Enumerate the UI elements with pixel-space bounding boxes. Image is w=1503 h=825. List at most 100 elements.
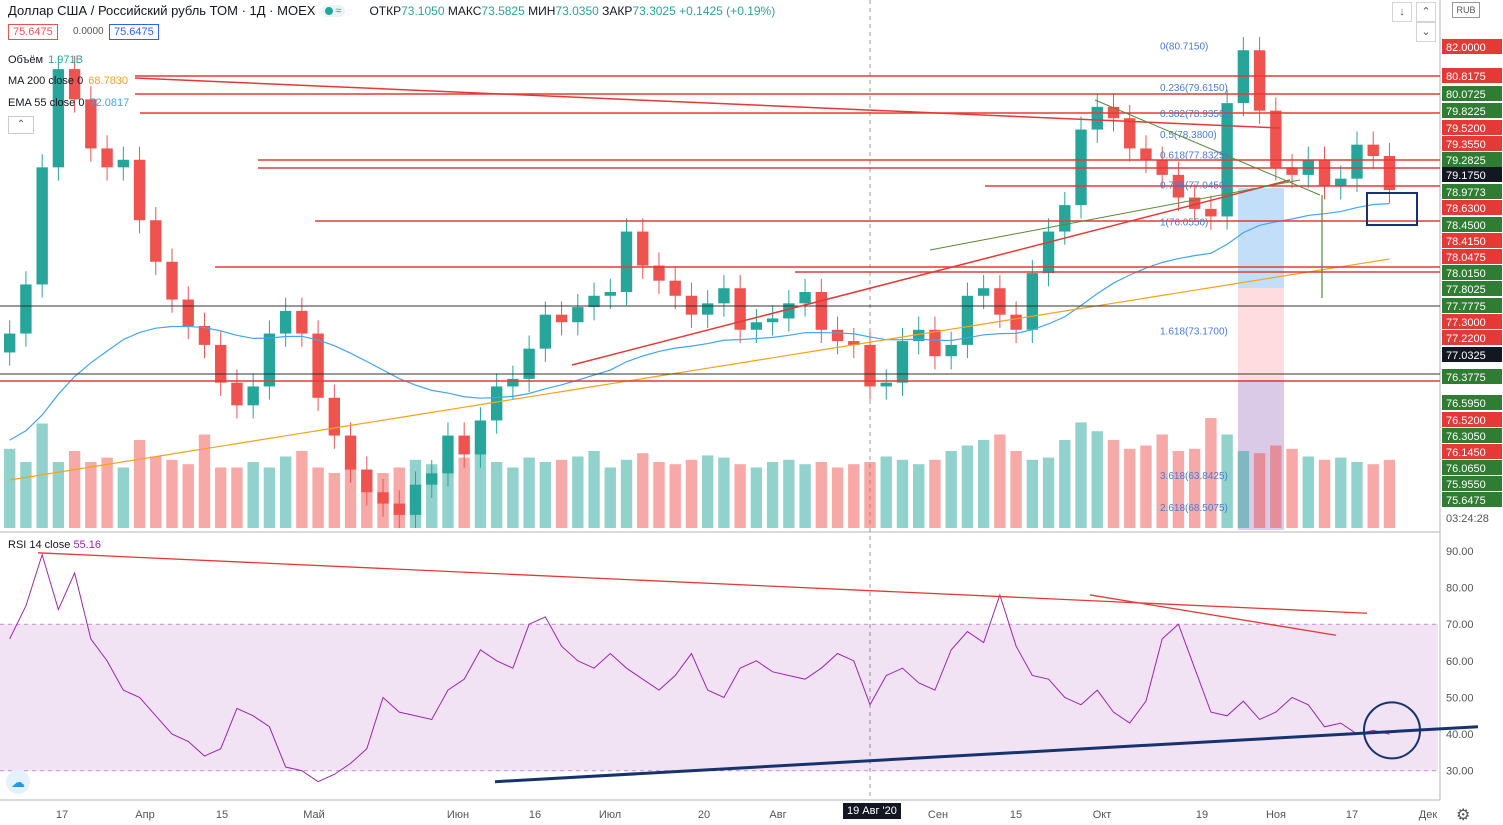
download-icon[interactable]: ↓ bbox=[1392, 2, 1412, 22]
trend-line bbox=[134, 77, 1281, 129]
candle-body bbox=[913, 329, 925, 342]
candle-body bbox=[783, 303, 795, 319]
volume-bar bbox=[198, 434, 211, 528]
time-axis-label: Сен bbox=[928, 809, 948, 821]
candle-body bbox=[20, 284, 32, 334]
volume-bar bbox=[685, 459, 698, 528]
maximize-icon[interactable]: ⌃ bbox=[1416, 2, 1436, 22]
rsi-legend[interactable]: RSI 14 close 55.16 bbox=[8, 539, 101, 551]
candle-body bbox=[831, 329, 844, 342]
price-tag bbox=[1442, 395, 1502, 410]
currency-badge[interactable]: RUB bbox=[1452, 2, 1480, 18]
price-tag bbox=[1442, 249, 1502, 264]
high-value: 73.5825 bbox=[481, 3, 525, 18]
candle-body bbox=[848, 341, 860, 345]
candle-body bbox=[588, 295, 600, 308]
price-tag bbox=[1442, 298, 1502, 313]
price-tag bbox=[1442, 152, 1502, 167]
volume-bar bbox=[312, 467, 324, 528]
candle-body bbox=[1270, 110, 1282, 168]
price-tag-label: 76.3775 bbox=[1446, 372, 1486, 384]
volume-bar bbox=[799, 464, 811, 528]
ema55-legend[interactable]: EMA 55 close 0 72.0817 bbox=[8, 97, 129, 109]
time-axis-label: Дек bbox=[1419, 809, 1438, 821]
price-tag-label: 75.6475 bbox=[1446, 495, 1486, 507]
volume-bar bbox=[523, 457, 535, 528]
price-tag-label: 79.5200 bbox=[1446, 123, 1486, 135]
volume-bar bbox=[507, 467, 519, 528]
price-tag-label: 78.4500 bbox=[1446, 220, 1486, 232]
candle-body bbox=[1318, 159, 1331, 187]
volume-bar bbox=[1383, 459, 1396, 528]
scale-chevron-icon[interactable]: ⌄ bbox=[1416, 22, 1436, 42]
low-value: 73.0350 bbox=[555, 3, 599, 18]
volume-bar bbox=[831, 467, 844, 528]
volume-bar bbox=[572, 456, 584, 528]
candle-body bbox=[523, 348, 535, 379]
volume-bar bbox=[766, 462, 779, 528]
price-tag-label: 76.1450 bbox=[1446, 447, 1486, 459]
time-axis-label: Авг bbox=[769, 809, 786, 821]
price-tag-label: 77.8025 bbox=[1446, 284, 1486, 296]
chart-header: Доллар США / Российский рубль ТОМ · 1Д ·… bbox=[8, 3, 775, 18]
volume-bar bbox=[783, 459, 795, 528]
rsi-band bbox=[0, 624, 1438, 771]
market-open-icon bbox=[325, 6, 334, 15]
highlight-box bbox=[1366, 192, 1418, 226]
volume-bar bbox=[1026, 459, 1039, 528]
candle-body bbox=[328, 397, 341, 436]
candle-body bbox=[1383, 156, 1396, 190]
time-axis-label: 19 bbox=[1196, 809, 1208, 821]
candle-body bbox=[150, 220, 162, 262]
volume-bar bbox=[68, 451, 81, 528]
volume-bar bbox=[848, 464, 860, 528]
sell-price-pill[interactable]: 75.6475 bbox=[8, 24, 58, 40]
candle-body bbox=[977, 288, 990, 296]
volume-bar bbox=[442, 467, 454, 528]
volume-bar bbox=[604, 467, 616, 528]
symbol-title[interactable]: Доллар США / Российский рубль ТОМ · 1Д ·… bbox=[8, 3, 316, 18]
candle-body bbox=[263, 333, 276, 387]
time-axis-label: 15 bbox=[216, 809, 228, 821]
rsi-resistance-line bbox=[37, 552, 1368, 614]
price-tag-label: 80.8175 bbox=[1446, 71, 1486, 83]
price-scale-label: 03:24:28 bbox=[1446, 513, 1489, 525]
fib-line bbox=[929, 179, 1301, 251]
fib-label: 0.618(77.8325) bbox=[1160, 151, 1228, 162]
volume-bar bbox=[231, 467, 243, 528]
price-tag-label: 80.0725 bbox=[1446, 89, 1486, 101]
tradingview-logo-icon[interactable]: ☁ bbox=[6, 770, 30, 794]
volume-bar bbox=[474, 453, 487, 528]
candle-body bbox=[344, 435, 357, 470]
candle-body bbox=[815, 292, 827, 330]
price-tag-label: 78.0150 bbox=[1446, 268, 1486, 280]
volume-bar bbox=[1172, 451, 1185, 528]
open-value: 73.1050 bbox=[401, 3, 445, 18]
ema55-label: EMA 55 close 0 bbox=[8, 97, 85, 109]
gear-icon[interactable]: ⚙ bbox=[1456, 807, 1471, 824]
buy-price-pill[interactable]: 75.6475 bbox=[109, 24, 159, 40]
volume-bar bbox=[133, 440, 146, 528]
candle-body bbox=[864, 344, 876, 387]
candle-body bbox=[166, 261, 178, 300]
volume-legend[interactable]: Объём 1.971B bbox=[8, 54, 83, 66]
market-status-badge[interactable]: ≈ bbox=[321, 4, 346, 17]
volume-bar bbox=[117, 467, 129, 528]
price-tag bbox=[1442, 200, 1502, 215]
candle-body bbox=[198, 326, 211, 345]
open-label: ОТКР bbox=[369, 3, 402, 18]
ma200-legend[interactable]: MA 200 close 0 68.7830 bbox=[8, 75, 128, 87]
volume-bar bbox=[750, 467, 763, 528]
price-tag-label: 77.2200 bbox=[1446, 333, 1486, 345]
price-tag-label: 77.3000 bbox=[1446, 317, 1486, 329]
candle-body bbox=[409, 484, 422, 515]
ma200-label: MA 200 close 0 bbox=[8, 75, 84, 87]
volume-bar bbox=[653, 462, 665, 528]
volume-bar bbox=[182, 464, 194, 528]
volume-bar bbox=[1351, 462, 1363, 528]
candle-body bbox=[133, 159, 146, 221]
collapse-legend-button[interactable]: ⌃ bbox=[8, 116, 34, 134]
rsi-value: 55.16 bbox=[73, 539, 101, 551]
candle-body bbox=[507, 378, 519, 387]
